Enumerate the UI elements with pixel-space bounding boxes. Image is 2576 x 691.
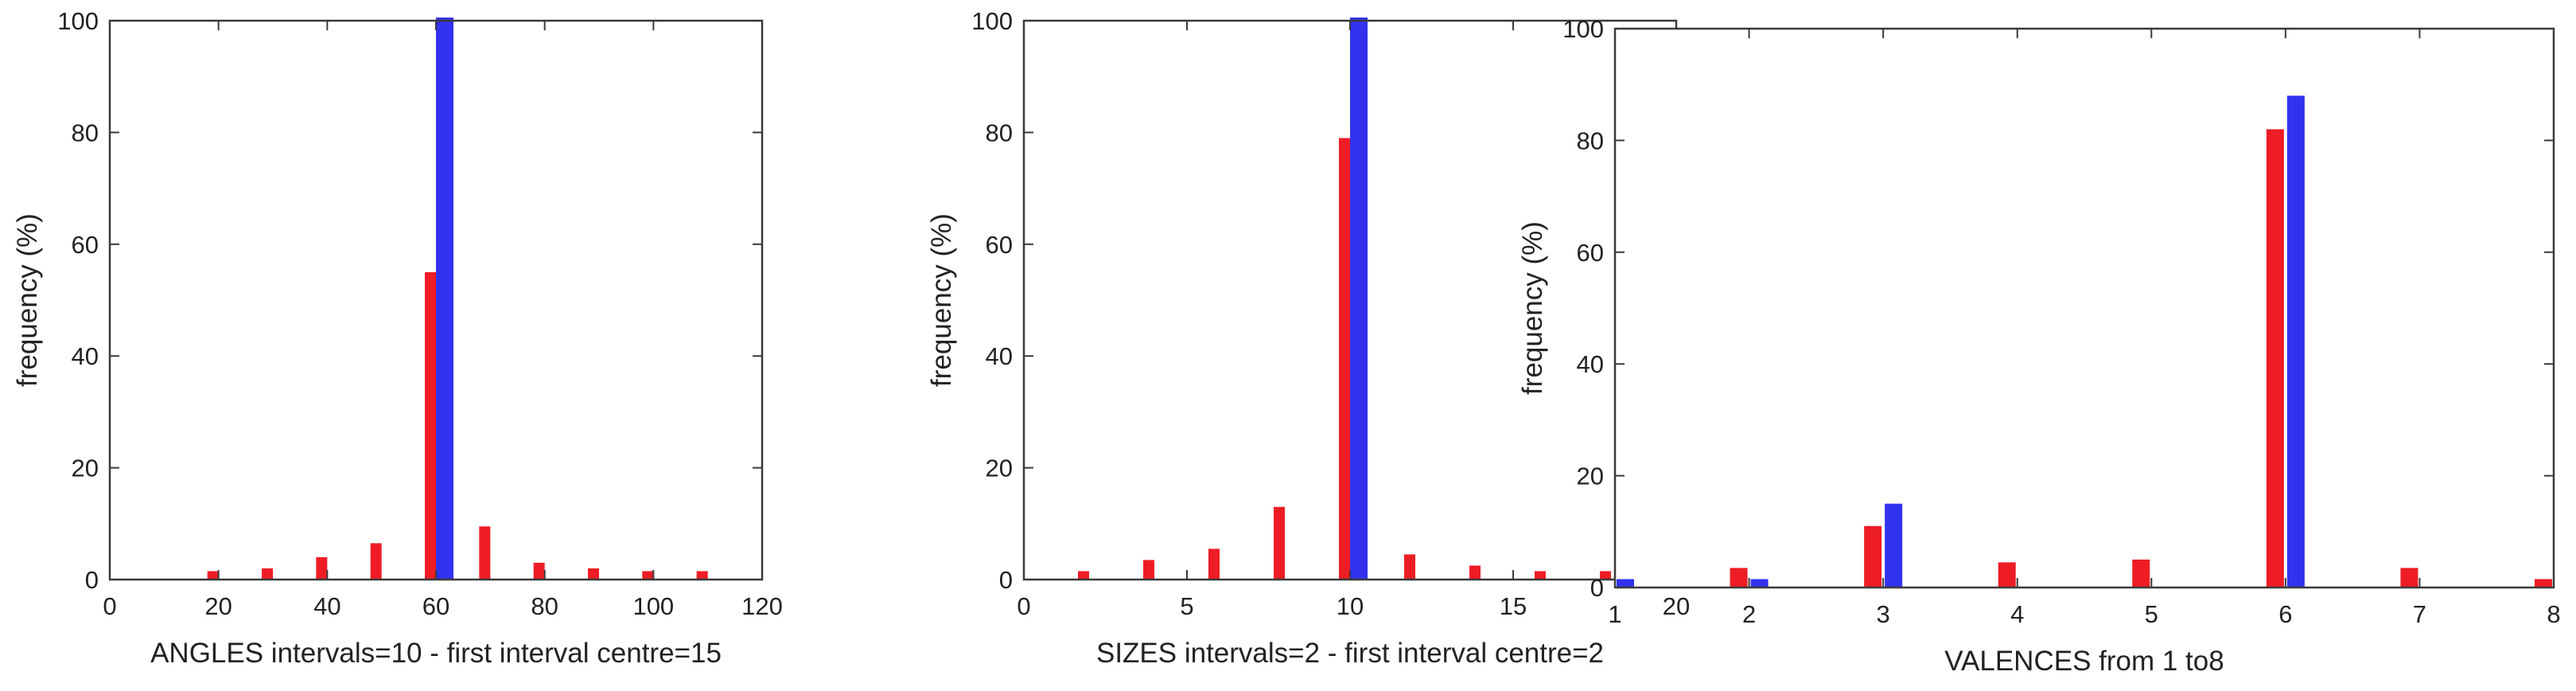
bar-blue-x1 <box>1617 579 1634 588</box>
bar-red-x3 <box>1864 525 1882 588</box>
y-tick-label: 80 <box>1577 127 1604 154</box>
x-tick-label: 5 <box>2145 600 2158 628</box>
y-tick-label: 0 <box>85 566 99 594</box>
bar-red-x6 <box>1208 549 1220 580</box>
chart-panel-3: 0 20 40 60 80 100 1 2 3 4 5 6 7 8 VALENCES from 1 to8 f… <box>1517 15 2561 677</box>
bar-red-x8 <box>2535 579 2552 588</box>
bar-blue-x10 <box>1350 18 1368 580</box>
y-tick-label: 60 <box>986 231 1013 259</box>
x-axis-title: ANGLES intervals=10 - first interval cen… <box>150 638 722 669</box>
x-tick-label: 8 <box>2547 600 2560 628</box>
x-axis-title: SIZES intervals=2 - first interval centr… <box>1096 638 1604 669</box>
x-tick-label: 80 <box>531 592 558 620</box>
bar-red-x5 <box>2132 559 2150 588</box>
bar-red-x110 <box>696 571 708 580</box>
bar-red-x60 <box>425 271 436 580</box>
x-tick-label: 100 <box>632 592 674 620</box>
bar-red-x20 <box>207 571 219 580</box>
y-tick-label: 0 <box>1590 574 1604 602</box>
bar-red-x2 <box>1730 568 1748 588</box>
bar-red-x8 <box>1274 506 1285 580</box>
bar-red-x30 <box>262 568 273 580</box>
x-tick-label: 20 <box>204 592 232 620</box>
bars <box>207 18 708 580</box>
x-tick-label: 15 <box>1500 592 1527 620</box>
y-tick-label: 60 <box>1577 239 1604 267</box>
y-tick-label: 100 <box>971 7 1013 35</box>
bar-red-x100 <box>642 571 654 580</box>
bar-red-x6 <box>2266 129 2284 588</box>
plot-frame <box>1613 27 2555 589</box>
x-tick-label: 120 <box>741 592 783 620</box>
bar-red-x7 <box>2400 568 2418 588</box>
plot-area <box>1615 29 2554 588</box>
y-tick-label: 100 <box>1562 15 1604 43</box>
chart-panel-1: 0 20 40 60 80 100 0 20 40 60 80 100 120 ANGLES interv… <box>12 7 783 669</box>
x-axis-title: VALENCES from 1 to8 <box>1944 646 2224 677</box>
bar-blue-x2 <box>1750 579 1769 588</box>
x-tick-label: 40 <box>313 592 340 620</box>
x-tick-label: 7 <box>2413 600 2426 628</box>
y-tick-label: 40 <box>1577 350 1604 378</box>
bars <box>1078 18 1611 580</box>
y-axis-title: frequency (%) <box>926 213 957 387</box>
y-tick-label: 20 <box>72 455 99 482</box>
bar-red-x18 <box>1600 571 1611 580</box>
y-tick-label: 20 <box>986 455 1013 482</box>
x-tick-label: 60 <box>422 592 449 620</box>
bar-red-x70 <box>479 526 491 580</box>
x-tick-label: 0 <box>1017 592 1030 620</box>
x-tick-label: 3 <box>1877 600 1890 628</box>
bars <box>1617 96 2552 588</box>
bar-red-x10 <box>1339 138 1350 580</box>
bar-red-x14 <box>1469 565 1481 580</box>
y-tick-label: 80 <box>72 119 99 146</box>
bar-red-x40 <box>316 556 328 580</box>
x-tick-label: 10 <box>1337 592 1364 620</box>
bar-red-x12 <box>1404 554 1415 580</box>
y-tick-label: 40 <box>986 342 1013 370</box>
bar-blue-x3 <box>1885 503 1903 588</box>
bar-red-x4 <box>1998 562 2016 588</box>
bar-red-x50 <box>370 543 382 580</box>
x-tick-label: 2 <box>1742 600 1756 628</box>
x-tick-label: 0 <box>103 592 116 620</box>
bar-blue-x6 <box>2286 96 2305 588</box>
y-tick-label: 60 <box>72 231 99 259</box>
bar-red-x2 <box>1078 571 1089 580</box>
bar-red-x16 <box>1535 571 1546 580</box>
y-tick-label: 100 <box>57 7 99 35</box>
y-tick-label: 0 <box>999 566 1013 594</box>
x-tick-label: 20 <box>1663 592 1690 620</box>
y-tick-label: 80 <box>986 119 1013 146</box>
x-tick-label: 1 <box>1608 600 1621 628</box>
bar-blue-x60 <box>436 18 453 580</box>
bar-red-x4 <box>1143 560 1154 580</box>
bar-red-x80 <box>533 562 545 580</box>
x-tick-label: 5 <box>1180 592 1193 620</box>
bar-red-x90 <box>588 568 599 580</box>
y-axis-title: frequency (%) <box>1517 221 1548 395</box>
y-axis-title: frequency (%) <box>12 213 43 387</box>
x-tick-label: 4 <box>2010 600 2024 628</box>
y-tick-label: 40 <box>72 342 99 370</box>
y-tick-label: 20 <box>1577 463 1604 490</box>
x-tick-label: 6 <box>2278 600 2292 628</box>
